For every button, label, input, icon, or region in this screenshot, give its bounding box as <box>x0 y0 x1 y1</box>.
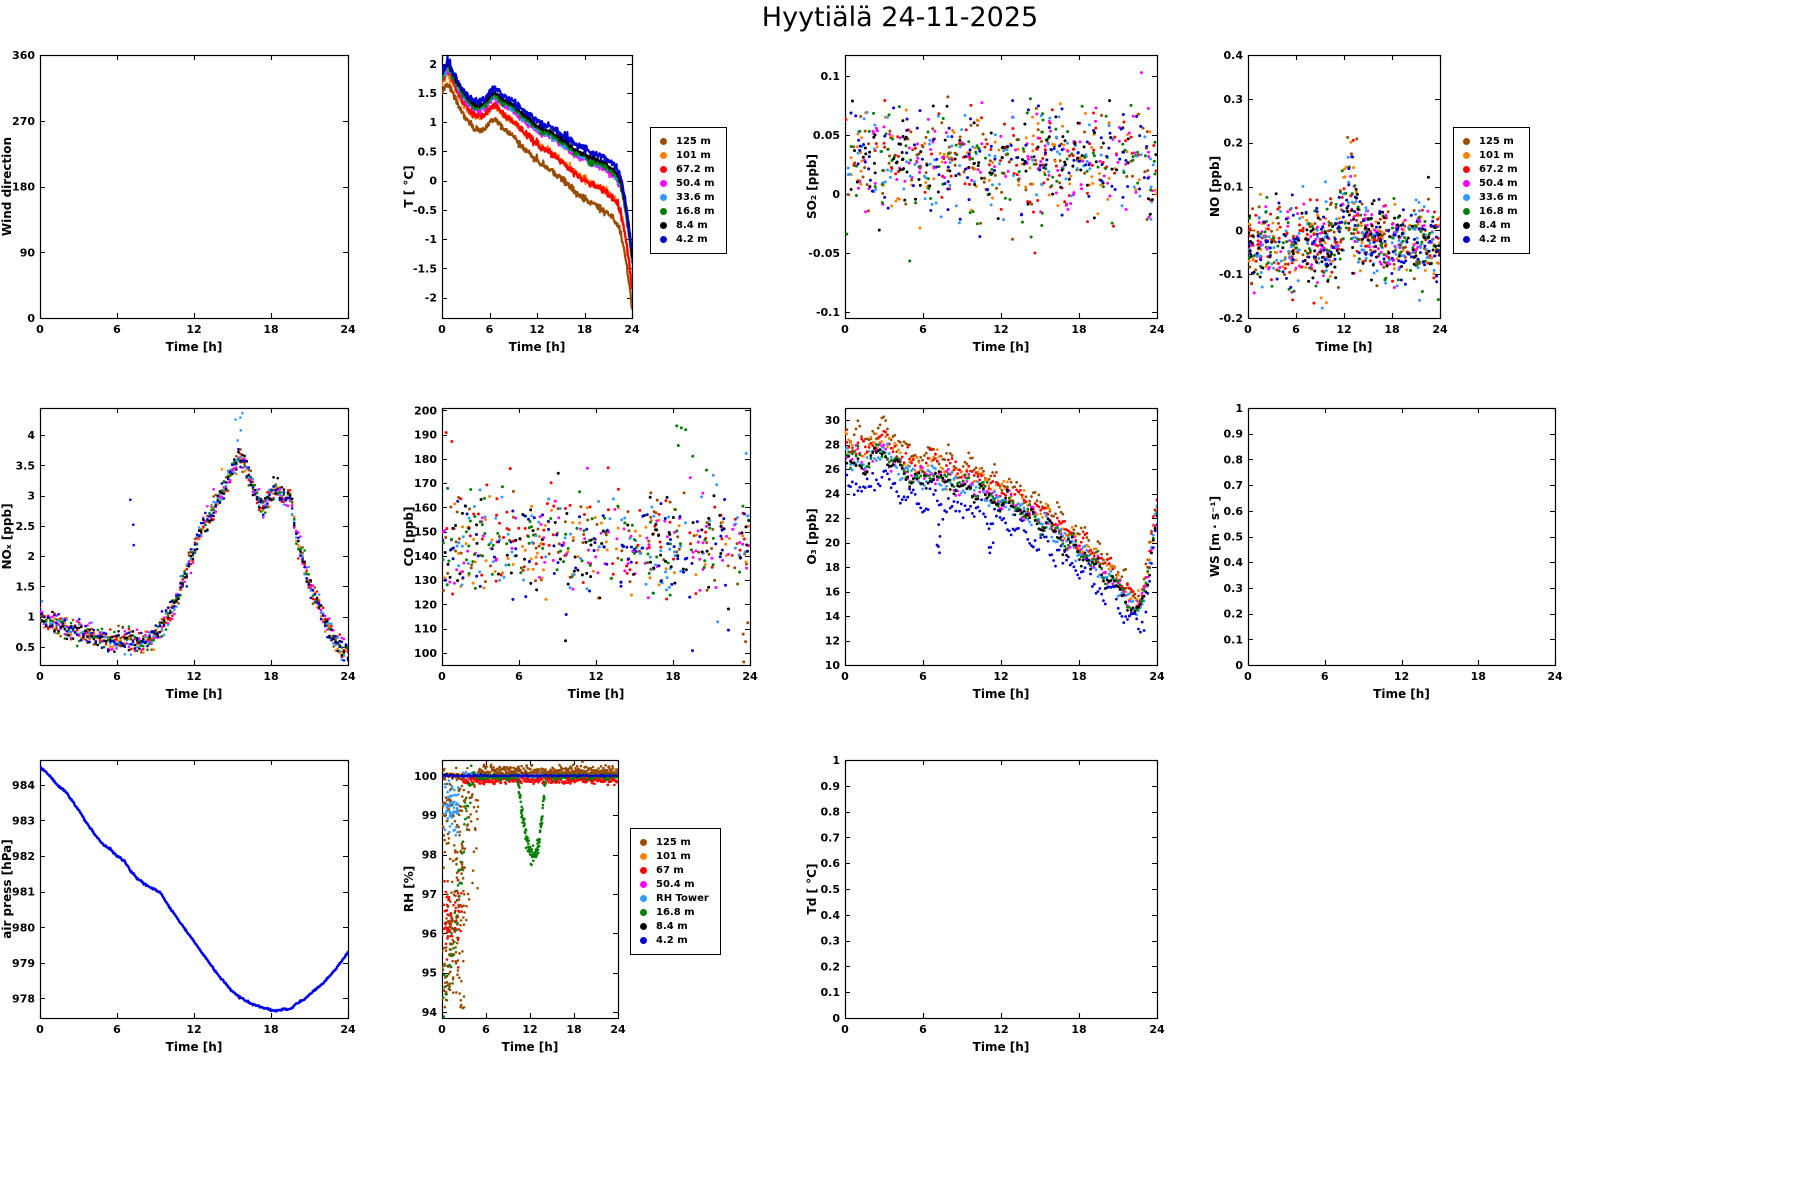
figure-title: Hyytiälä 24-11-2025 <box>761 2 1039 33</box>
legend-marker-icon <box>660 166 667 173</box>
co-canvas <box>402 394 762 709</box>
legend-entry: 16.8 m <box>640 907 709 918</box>
chart-nox <box>0 394 360 709</box>
legend-label: RH Tower <box>656 893 709 904</box>
legend-label: 8.4 m <box>1479 220 1511 231</box>
legend-label: 101 m <box>656 851 691 862</box>
legend-marker-icon <box>640 853 647 860</box>
legend-entry: 4.2 m <box>640 935 709 946</box>
legend-label: 16.8 m <box>1479 206 1518 217</box>
legend-marker-icon <box>660 194 667 201</box>
legend-label: 101 m <box>676 150 711 161</box>
legend-rh: 125 m 101 m 67 m 50.4 m RH Tower 16.8 m 8.4 m 4… <box>630 828 721 955</box>
legend-marker-icon <box>660 236 667 243</box>
legend-label: 4.2 m <box>1479 234 1511 245</box>
legend-marker-icon <box>1463 208 1470 215</box>
legend-label: 50.4 m <box>1479 178 1518 189</box>
chart-o3 <box>805 394 1169 709</box>
legend-entry: 67.2 m <box>660 164 715 175</box>
chart-ws <box>1208 394 1567 709</box>
legend-entry: 8.4 m <box>1463 220 1518 231</box>
legend-label: 8.4 m <box>656 921 688 932</box>
legend-entry: 125 m <box>640 837 709 848</box>
legend-label: 4.2 m <box>656 935 688 946</box>
chart-co <box>402 394 762 709</box>
legend-entry: 8.4 m <box>660 220 715 231</box>
legend-entry: 101 m <box>660 150 715 161</box>
legend-marker-icon <box>660 152 667 159</box>
legend-marker-icon <box>660 208 667 215</box>
legend-marker-icon <box>660 180 667 187</box>
legend-label: 67.2 m <box>1479 164 1518 175</box>
legend-entry: 101 m <box>640 851 709 862</box>
nox-canvas <box>0 394 360 709</box>
legend-marker-icon <box>1463 194 1470 201</box>
legend-entry: 4.2 m <box>660 234 715 245</box>
legend-entry: 67.2 m <box>1463 164 1518 175</box>
no-canvas <box>1208 41 1452 362</box>
wind-direction-canvas <box>0 41 360 362</box>
legend-entry: 16.8 m <box>660 206 715 217</box>
legend-entry: 101 m <box>1463 150 1518 161</box>
legend-label: 33.6 m <box>676 192 715 203</box>
o3-canvas <box>805 394 1169 709</box>
legend-marker-icon <box>640 895 647 902</box>
legend-label: 8.4 m <box>676 220 708 231</box>
legend-no: 125 m 101 m 67.2 m 50.4 m 33.6 m 16.8 m 8.4 m 4… <box>1453 127 1530 254</box>
legend-temperature: 125 m 101 m 67.2 m 50.4 m 33.6 m 16.8 m 8.4 m 4… <box>650 127 727 254</box>
legend-marker-icon <box>640 839 647 846</box>
legend-marker-icon <box>1463 152 1470 159</box>
legend-marker-icon <box>1463 222 1470 229</box>
legend-label: 67 m <box>656 865 684 876</box>
legend-label: 16.8 m <box>676 206 715 217</box>
legend-entry: 125 m <box>1463 136 1518 147</box>
so2-canvas <box>805 41 1169 362</box>
ws-canvas <box>1208 394 1567 709</box>
legend-entry: 50.4 m <box>1463 178 1518 189</box>
legend-label: 67.2 m <box>676 164 715 175</box>
legend-marker-icon <box>1463 236 1470 243</box>
legend-marker-icon <box>640 923 647 930</box>
chart-td <box>805 746 1169 1062</box>
legend-entry: 33.6 m <box>660 192 715 203</box>
legend-entry: 33.6 m <box>1463 192 1518 203</box>
legend-entry: 50.4 m <box>660 178 715 189</box>
legend-entry: 125 m <box>660 136 715 147</box>
legend-label: 16.8 m <box>656 907 695 918</box>
legend-entry: 8.4 m <box>640 921 709 932</box>
legend-entry: 4.2 m <box>1463 234 1518 245</box>
legend-entry: 50.4 m <box>640 879 709 890</box>
legend-marker-icon <box>640 881 647 888</box>
chart-temperature <box>402 41 644 362</box>
chart-so2 <box>805 41 1169 362</box>
chart-rh <box>402 746 630 1062</box>
legend-label: 125 m <box>656 837 691 848</box>
legend-label: 4.2 m <box>676 234 708 245</box>
legend-label: 101 m <box>1479 150 1514 161</box>
legend-marker-icon <box>1463 138 1470 145</box>
temperature-canvas <box>402 41 644 362</box>
chart-air-press <box>0 746 360 1062</box>
legend-marker-icon <box>660 222 667 229</box>
chart-wind-direction <box>0 41 360 362</box>
legend-label: 33.6 m <box>1479 192 1518 203</box>
legend-label: 125 m <box>1479 136 1514 147</box>
legend-marker-icon <box>640 937 647 944</box>
legend-label: 50.4 m <box>656 879 695 890</box>
rh-canvas <box>402 746 630 1062</box>
legend-marker-icon <box>640 867 647 874</box>
legend-label: 125 m <box>676 136 711 147</box>
td-canvas <box>805 746 1169 1062</box>
chart-no <box>1208 41 1452 362</box>
legend-entry: 16.8 m <box>1463 206 1518 217</box>
air-press-canvas <box>0 746 360 1062</box>
legend-marker-icon <box>1463 180 1470 187</box>
legend-entry: RH Tower <box>640 893 709 904</box>
legend-marker-icon <box>660 138 667 145</box>
legend-marker-icon <box>640 909 647 916</box>
legend-label: 50.4 m <box>676 178 715 189</box>
legend-marker-icon <box>1463 166 1470 173</box>
legend-entry: 67 m <box>640 865 709 876</box>
